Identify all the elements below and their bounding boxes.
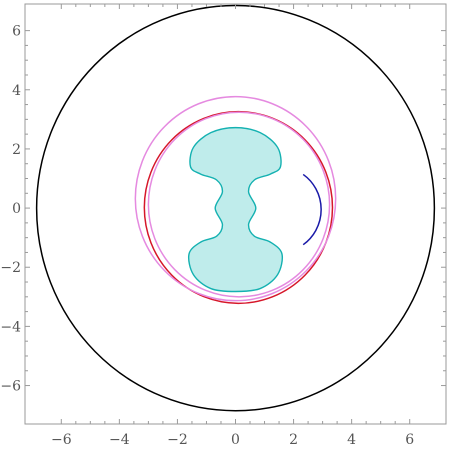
pink-inner-circle xyxy=(147,111,331,298)
x-tick-label: −4 xyxy=(109,432,130,448)
x-tick-label: −6 xyxy=(51,432,72,448)
y-tick-label: −2 xyxy=(0,260,21,276)
blue-arc xyxy=(302,173,322,246)
x-tick-label: 2 xyxy=(289,432,298,448)
pink-circle xyxy=(134,95,337,302)
x-axis: −6 −4 −2 0 2 4 6 xyxy=(51,4,414,448)
x-tick-label: 6 xyxy=(405,432,414,448)
x-tick-label: −2 xyxy=(167,432,188,448)
y-tick-label: −6 xyxy=(0,379,21,395)
cyan-region xyxy=(188,126,283,293)
y-tick-label: 2 xyxy=(12,142,21,158)
y-tick-label: −4 xyxy=(0,319,21,335)
x-tick-label: 0 xyxy=(231,432,240,448)
y-tick-label: 6 xyxy=(12,24,21,40)
plot-shapes xyxy=(35,4,436,412)
y-tick-label: 0 xyxy=(12,201,21,217)
y-axis: −6 −4 −2 0 2 4 6 xyxy=(0,24,446,395)
y-tick-label: 4 xyxy=(12,83,21,99)
x-tick-label: 4 xyxy=(347,432,356,448)
